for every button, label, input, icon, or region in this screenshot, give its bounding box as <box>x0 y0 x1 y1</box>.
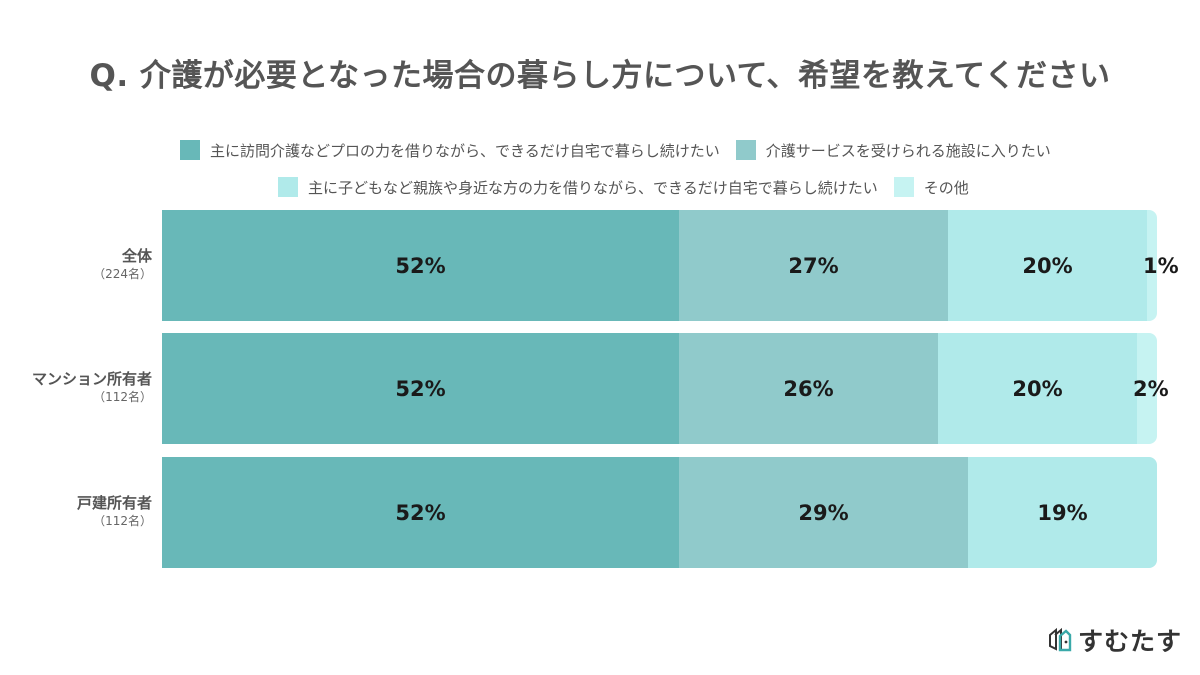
row-label-all: 全体 （224名） <box>0 246 152 282</box>
segment-value: 19% <box>1037 500 1088 525</box>
row-label-house: 戸建所有者 （112名） <box>0 493 152 529</box>
row-label-count: （112名） <box>93 390 152 404</box>
bar-segment-home-family: 19% <box>968 457 1157 568</box>
legend-label: 介護サービスを受けられる施設に入りたい <box>765 141 1051 160</box>
legend-item-home-pro: 主に訪問介護などプロの力を借りながら、できるだけ自宅で暮らし続けたい <box>180 140 720 161</box>
bar-segment-other: 2% <box>1133 333 1169 444</box>
bar-segment-home-pro: 52% <box>162 210 679 321</box>
legend-item-facility: 介護サービスを受けられる施設に入りたい <box>735 140 1051 161</box>
legend-row-1: 主に訪問介護などプロの力を借りながら、できるだけ自宅で暮らし続けたい 介護サービ… <box>0 138 1200 162</box>
row-label-count: （224名） <box>93 267 152 281</box>
bar-segment-home-pro: 52% <box>162 333 679 444</box>
bar-segment-home-family: 20% <box>938 333 1137 444</box>
legend-swatch <box>180 140 200 160</box>
segment-value: 2% <box>1133 376 1169 401</box>
legend-label: 主に訪問介護などプロの力を借りながら、できるだけ自宅で暮らし続けたい <box>210 141 720 160</box>
bar-segment-facility: 27% <box>679 210 948 321</box>
segment-value: 26% <box>783 376 834 401</box>
bar-all: 52% 27% 20% 1% <box>162 210 1179 321</box>
house-logo-icon <box>1049 627 1072 652</box>
bar-mansion: 52% 26% 20% 2% <box>162 333 1169 444</box>
legend-swatch <box>893 177 914 197</box>
bar-segment-facility: 26% <box>679 333 938 444</box>
segment-value: 27% <box>788 253 839 278</box>
segment-value: 52% <box>395 376 446 401</box>
segment-value: 29% <box>798 500 849 525</box>
bar-segment-other: 1% <box>1143 210 1179 321</box>
bar-house: 52% 29% 19% <box>162 457 1157 568</box>
segment-value: 20% <box>1022 253 1073 278</box>
segment-value: 1% <box>1143 253 1179 278</box>
legend-row-2: 主に子どもなど親族や身近な方の力を借りながら、できるだけ自宅で暮らし続けたい そ… <box>0 175 1200 199</box>
legend-label: 主に子どもなど親族や身近な方の力を借りながら、できるだけ自宅で暮らし続けたい <box>308 178 878 197</box>
brand-logo: すむたす <box>1048 622 1182 658</box>
bar-segment-home-family: 20% <box>948 210 1147 321</box>
row-label-main: マンション所有者 <box>31 370 152 388</box>
chart-title: Q. 介護が必要となった場合の暮らし方について、希望を教えてください <box>89 58 1111 94</box>
legend-swatch <box>278 177 298 197</box>
legend-item-other: その他 <box>893 177 969 198</box>
bar-segment-home-pro: 52% <box>162 457 679 568</box>
row-label-main: 戸建所有者 <box>76 494 152 512</box>
segment-value: 52% <box>395 500 446 525</box>
legend-label: その他 <box>923 178 969 197</box>
row-label-main: 全体 <box>121 247 152 265</box>
row-label-mansion: マンション所有者 （112名） <box>0 369 152 405</box>
bar-segment-facility: 29% <box>679 457 968 568</box>
row-label-count: （112名） <box>93 514 152 528</box>
segment-value: 52% <box>395 253 446 278</box>
legend-item-home-family: 主に子どもなど親族や身近な方の力を借りながら、できるだけ自宅で暮らし続けたい <box>278 177 878 198</box>
brand-name: すむたす <box>1078 627 1183 656</box>
legend-swatch <box>735 140 756 160</box>
segment-value: 20% <box>1012 376 1063 401</box>
